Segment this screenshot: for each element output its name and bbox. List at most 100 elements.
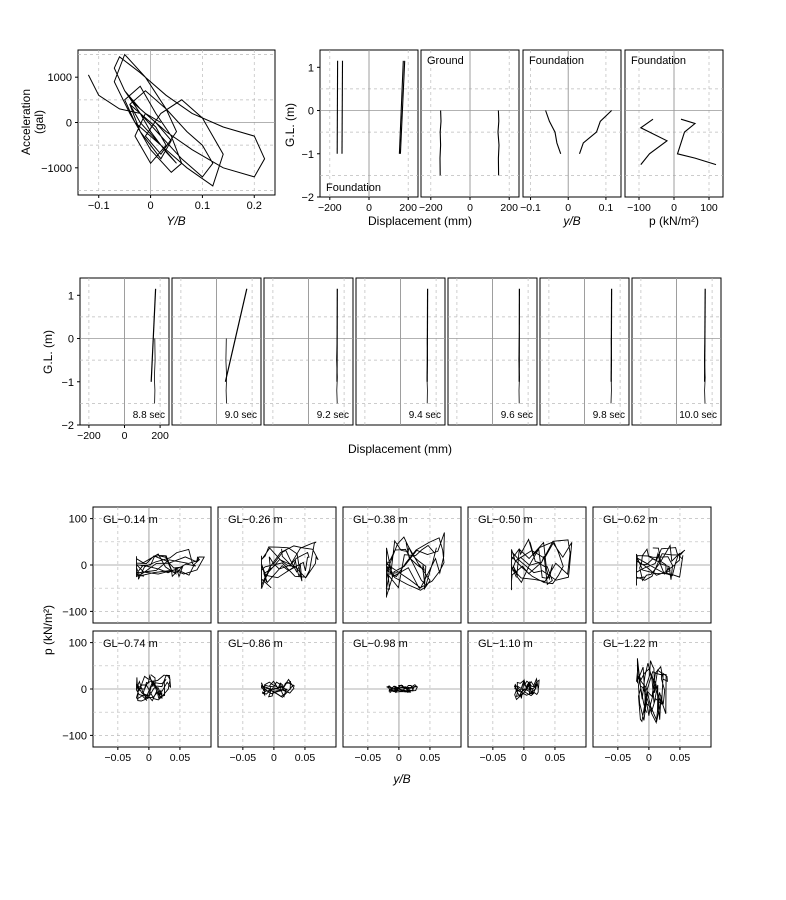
y-tick-label: 1000 (48, 72, 72, 84)
x-tick-label: −0.05 (480, 752, 507, 764)
depth-label: GL−0.98 m (353, 638, 408, 650)
p-yb-loop (261, 678, 295, 698)
y-axis-label: G.L. (m) (41, 330, 55, 374)
p-yb-loop (511, 538, 573, 591)
profile-panel-1: −200 0 200 Ground (419, 49, 520, 214)
y-tick-label: 0 (81, 684, 87, 696)
loop-panel-7: −0.05 0 0.05 GL−0.98 m (342, 630, 462, 764)
y-tick-label: 100 (69, 514, 87, 526)
x-axis-label: y/B (392, 772, 410, 786)
x-tick-label: 100 (700, 202, 718, 214)
x-axis-label: Y/B (166, 214, 185, 228)
p-yb-loop (135, 548, 205, 580)
y-tick-label: −1 (301, 149, 314, 161)
depth-label: GL−0.86 m (228, 638, 283, 650)
x-tick-label: 0.1 (599, 202, 614, 214)
snapshot-panel-6: 10.0 sec (631, 277, 722, 426)
foundation-profile (224, 288, 248, 382)
profile-series (639, 118, 669, 165)
x-tick-label: −100 (627, 202, 651, 214)
x-axis-label: y/B (562, 214, 580, 228)
x-tick-label: 0 (646, 752, 652, 764)
y-axis-label: Acceleration (19, 89, 33, 155)
foundation-profile (703, 288, 706, 382)
x-tick-label: 0 (671, 202, 677, 214)
loop-panel-1: GL−0.26 m (217, 506, 337, 624)
loop-panel-9: −0.05 0 0.05 GL−1.22 m (592, 630, 712, 764)
snapshot-panel-1: 9.0 sec (171, 277, 262, 426)
x-tick-label: 200 (151, 430, 169, 442)
y-tick-label: 1 (308, 62, 314, 74)
time-label: 9.0 sec (225, 410, 257, 421)
panel-annotation: Foundation (326, 182, 381, 194)
y-tick-label: −2 (61, 420, 74, 432)
x-tick-label: −200 (318, 202, 342, 214)
y-tick-label: −100 (62, 730, 87, 742)
depth-label: GL−0.14 m (103, 514, 158, 526)
depth-label: GL−1.22 m (603, 638, 658, 650)
profile-panel-0: −200 0 200 −2 −1 0 1 Foundation Displacement (mm… (283, 49, 472, 228)
snapshot-panel-4: 9.6 sec (447, 277, 538, 426)
x-tick-label: −0.1 (520, 202, 541, 214)
x-tick-label: −200 (77, 430, 101, 442)
depth-label: GL−1.10 m (478, 638, 533, 650)
x-tick-label: 0.05 (295, 752, 316, 764)
depth-label: GL−0.74 m (103, 638, 158, 650)
profile-series (341, 60, 344, 154)
loop-panel-4: GL−0.62 m (592, 506, 712, 624)
time-label: 9.4 sec (409, 410, 441, 421)
p-yb-loop (513, 677, 540, 701)
x-tick-label: 200 (500, 202, 518, 214)
plot-frame (522, 49, 622, 198)
x-tick-label: 0 (148, 200, 154, 212)
y-tick-label: 1 (68, 290, 74, 302)
profile-series (399, 60, 406, 154)
p-yb-loop (261, 541, 319, 589)
x-tick-label: 0 (565, 202, 571, 214)
y-tick-label: 0 (68, 334, 74, 346)
loop-panel-8: −0.05 0 0.05 GL−1.10 m (467, 630, 587, 764)
profile-series (497, 110, 500, 176)
x-tick-label: −0.05 (605, 752, 632, 764)
snapshot-panel-2: 9.2 sec (263, 277, 354, 426)
time-label: 9.2 sec (317, 410, 349, 421)
y-tick-label: 0 (66, 118, 72, 130)
y-axis-label: G.L. (m) (283, 103, 297, 147)
acc-loop-chart: −0.1 0 0.1 0.2 −1000 0 1000 Y/B Acceleration (gal… (19, 49, 276, 228)
time-label: 10.0 sec (679, 410, 717, 421)
x-tick-label: 0 (271, 752, 277, 764)
loop-panel-0: −100 0 100 GL−0.14 m (62, 506, 212, 624)
loop-panel-2: GL−0.38 m (342, 506, 462, 624)
p-yb-loop (636, 658, 668, 725)
y-axis-unit: (gal) (32, 110, 46, 134)
panel-annotation: Ground (427, 55, 464, 67)
x-tick-label: 0 (366, 202, 372, 214)
depth-label: GL−0.50 m (478, 514, 533, 526)
x-tick-label: 200 (399, 202, 417, 214)
ground-profile (225, 338, 228, 404)
profile-series (676, 118, 717, 166)
x-tick-label: −0.05 (230, 752, 257, 764)
panel-annotation: Foundation (529, 55, 584, 67)
p-yb-loop (385, 532, 445, 598)
x-tick-label: 0.05 (170, 752, 191, 764)
panel-annotation: Foundation (631, 55, 686, 67)
profile-series (398, 60, 404, 154)
p-yb-loop (386, 684, 419, 694)
snapshot-panel-3: 9.4 sec (355, 277, 446, 426)
loop-panel-6: −0.05 0 0.05 GL−0.86 m (217, 630, 337, 764)
x-tick-label: 0 (521, 752, 527, 764)
time-label: 9.6 sec (501, 410, 533, 421)
x-axis-label: Displacement (mm) (348, 442, 452, 456)
depth-label: GL−0.62 m (603, 514, 658, 526)
loop-panel-3: GL−0.50 m (467, 506, 587, 624)
y-tick-label: −1000 (41, 163, 72, 175)
profile-series (545, 110, 562, 154)
acc-loop-series (87, 53, 266, 187)
profile-series (439, 110, 442, 176)
y-tick-label: 100 (69, 638, 87, 650)
depth-label: GL−0.38 m (353, 514, 408, 526)
x-tick-label: 0 (467, 202, 473, 214)
profile-series (578, 110, 612, 154)
y-tick-label: −2 (301, 192, 314, 204)
